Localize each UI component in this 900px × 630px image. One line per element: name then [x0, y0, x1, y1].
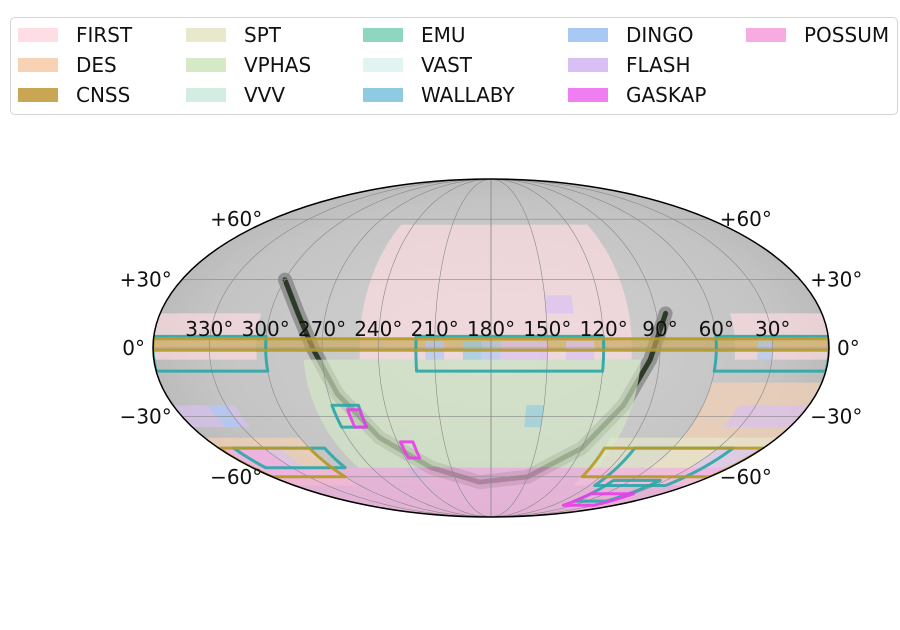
- legend-swatch: [18, 88, 58, 102]
- legend-swatch: [568, 28, 608, 42]
- outline-emu: [414, 334, 606, 373]
- ra-tick-label: 150°: [523, 317, 571, 341]
- legend-label: VAST: [421, 53, 472, 77]
- ra-tick-label: 210°: [411, 317, 459, 341]
- ra-tick-label: 300°: [242, 317, 290, 341]
- region-first: [359, 224, 632, 360]
- legend-item-gaskap: GASKAP: [568, 83, 707, 107]
- legend-swatch: [186, 28, 226, 42]
- ra-tick-label: 180°: [467, 317, 515, 341]
- legend-label: VPHAS: [244, 53, 312, 77]
- legend-item-des: DES: [18, 53, 117, 77]
- legend-swatch: [568, 88, 608, 102]
- legend-label: DES: [76, 53, 117, 77]
- legend-label: POSSUM: [804, 23, 890, 47]
- legend-swatch: [363, 28, 403, 42]
- dec-tick-label-left: +30°: [120, 268, 172, 292]
- dec-tick-label-left: 0°: [122, 336, 145, 360]
- legend-item-vphas: VPHAS: [186, 53, 312, 77]
- legend-label: EMU: [421, 23, 466, 47]
- legend-item-emu: EMU: [363, 23, 466, 47]
- legend-label: FLASH: [626, 53, 691, 77]
- legend-item-wallaby: WALLABY: [363, 83, 515, 107]
- legend-item-dingo: DINGO: [568, 23, 694, 47]
- legend-item-vvv: VVV: [186, 83, 286, 107]
- dec-tick-label-right: −30°: [810, 404, 862, 428]
- outline-gaskap: [398, 440, 422, 460]
- ra-tick-label: 60°: [699, 317, 734, 341]
- legend-item-spt: SPT: [186, 23, 281, 47]
- legend-swatch: [18, 58, 58, 72]
- legend-label: VVV: [244, 83, 286, 107]
- legend-swatch: [746, 28, 786, 42]
- ra-tick-label: 330°: [185, 317, 233, 341]
- legend-item-first: FIRST: [18, 23, 133, 47]
- legend-swatch: [568, 58, 608, 72]
- legend-label: CNSS: [76, 83, 131, 107]
- legend-label: SPT: [244, 23, 281, 47]
- dec-tick-label-left: −30°: [120, 404, 172, 428]
- legend-swatch: [363, 58, 403, 72]
- region-vphas: [303, 359, 641, 468]
- legend-swatch: [186, 58, 226, 72]
- dec-tick-label-right: 0°: [837, 336, 860, 360]
- dec-tick-label-right: −60°: [720, 465, 772, 489]
- legend: FIRST DES CNSS SPT VPHAS VVV EMU VAST WALLABY DIN…: [10, 17, 898, 115]
- region-possum: [218, 448, 293, 468]
- legend-item-possum: POSSUM: [746, 23, 890, 47]
- dec-tick-label-left: −60°: [210, 465, 262, 489]
- outline-emu: [712, 334, 829, 373]
- ra-tick-label: 90°: [642, 317, 677, 341]
- ra-tick-label: 120°: [580, 317, 628, 341]
- legend-label: WALLABY: [421, 83, 515, 107]
- dec-tick-label-left: +60°: [210, 207, 262, 231]
- ra-tick-label: 240°: [354, 317, 402, 341]
- legend-label: FIRST: [76, 23, 133, 47]
- map-boundary: [152, 178, 830, 518]
- outline-gaskap: [346, 408, 369, 429]
- dec-tick-label-right: +60°: [720, 207, 772, 231]
- region-flash: [544, 295, 574, 314]
- legend-label: DINGO: [626, 23, 694, 47]
- legend-label: GASKAP: [626, 83, 707, 107]
- legend-item-flash: FLASH: [568, 53, 691, 77]
- legend-item-vast: VAST: [363, 53, 472, 77]
- legend-swatch: [18, 28, 58, 42]
- dec-tick-label-right: +30°: [810, 268, 862, 292]
- legend-swatch: [186, 88, 226, 102]
- legend-item-cnss: CNSS: [18, 83, 131, 107]
- ra-tick-label: 30°: [755, 317, 790, 341]
- outline-emu: [572, 478, 662, 503]
- outline-gaskap: [561, 492, 636, 507]
- legend-swatch: [363, 88, 403, 102]
- ra-tick-label: 270°: [298, 317, 346, 341]
